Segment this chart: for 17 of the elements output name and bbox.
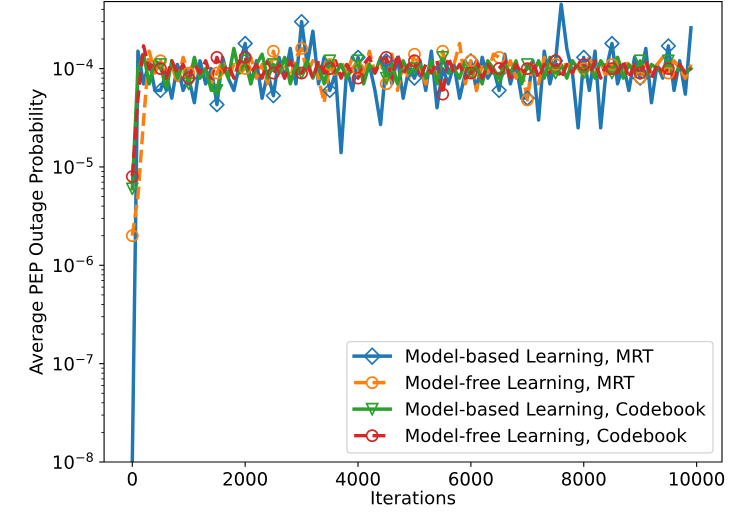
y-axis-title: Average PEP Outage Probability	[28, 89, 46, 375]
y-tick-label: 10$^{−7}$	[54, 354, 93, 371]
x-tick-label: 4000	[336, 472, 380, 486]
legend-label: Model-based Learning, MRT	[406, 348, 654, 366]
x-tick-label: 6000	[449, 472, 493, 486]
y-tick-label: 10$^{−6}$	[54, 256, 93, 272]
y-tick-label: 10$^{−4}$	[54, 59, 94, 76]
x-axis-title: Iterations	[372, 490, 456, 505]
x-tick-label: 10000	[670, 472, 724, 486]
x-tick-label: 0	[128, 472, 137, 486]
legend-label: Model-based Learning, Codebook	[406, 402, 706, 420]
x-tick-label: 2000	[224, 472, 267, 486]
legend-label: Model-free Learning, MRT	[406, 375, 634, 393]
y-tick-label: 10$^{−5}$	[54, 158, 93, 174]
x-tick-label: 8000	[562, 472, 606, 486]
legend-label: Model-free Learning, Codebook	[406, 428, 687, 446]
y-tick-label: 10$^{−8}$	[54, 452, 93, 469]
